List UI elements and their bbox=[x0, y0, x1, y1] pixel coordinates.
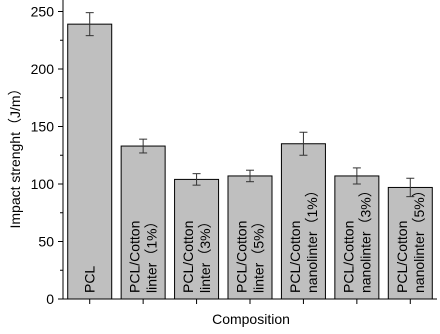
category-label: linter（3%） bbox=[197, 214, 213, 293]
bar bbox=[67, 23, 113, 300]
category-label: PCL/Cotton bbox=[180, 221, 196, 293]
y-tick-label: 100 bbox=[31, 176, 55, 192]
category-label: PCL/Cotton bbox=[394, 221, 410, 293]
bar bbox=[174, 178, 220, 300]
y-tick-label: 200 bbox=[31, 61, 55, 77]
y-tick-label: 0 bbox=[46, 291, 54, 307]
category-label: nanolinter（5%） bbox=[411, 183, 427, 293]
category-label: linter（1%） bbox=[144, 214, 160, 293]
category-label: PCL/Cotton bbox=[234, 221, 250, 293]
bar bbox=[120, 145, 166, 300]
category-label: PCL bbox=[82, 266, 98, 293]
category-label: PCL/Cotton bbox=[340, 221, 356, 293]
y-tick-label: 150 bbox=[31, 119, 55, 135]
bar bbox=[280, 143, 326, 300]
y-tick-label: 250 bbox=[31, 4, 55, 20]
bar bbox=[227, 175, 273, 300]
y-axis-label: Impact strenght（J/m） bbox=[7, 81, 23, 228]
x-axis-label: Composition bbox=[212, 311, 290, 327]
axes: 0 50 100 150 200 250 bbox=[31, 0, 437, 307]
category-label: nanolinter（3%） bbox=[357, 183, 373, 293]
bars bbox=[67, 23, 433, 300]
bar bbox=[387, 186, 433, 300]
category-label: PCL/Cotton bbox=[287, 221, 303, 293]
category-label: linter（5%） bbox=[251, 214, 267, 293]
error-bars bbox=[85, 12, 415, 198]
y-tick-label: 50 bbox=[38, 234, 54, 250]
category-label: PCL/Cotton bbox=[127, 221, 143, 293]
category-labels: PCL PCL/Cotton linter（1%） PCL/Cotton linter（… bbox=[82, 183, 427, 293]
category-label: nanolinter（1%） bbox=[304, 183, 320, 293]
bar bbox=[334, 175, 380, 300]
